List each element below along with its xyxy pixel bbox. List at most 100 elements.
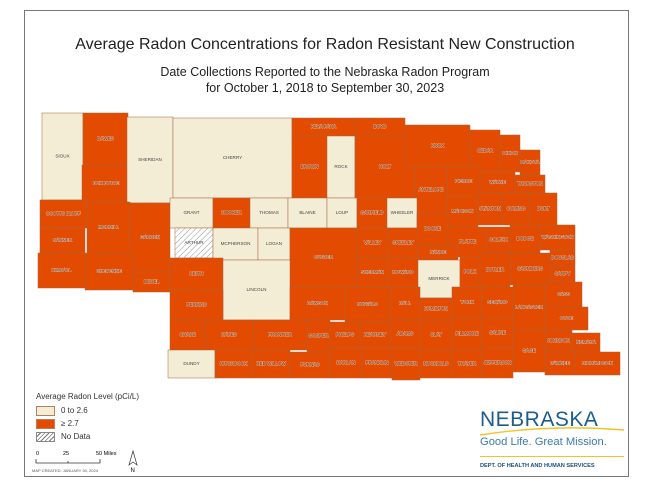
legend-label: 0 to 2.6 [61, 405, 88, 415]
county-madison: MADISON [446, 195, 479, 228]
county-shape [214, 349, 253, 379]
county-label: MORRILL [98, 225, 119, 230]
legend-item-low: 0 to 2.6 [36, 404, 139, 417]
county-shape [169, 197, 214, 229]
county-cuming: CUMING [501, 192, 531, 226]
scale-tick: 50 Miles [96, 451, 117, 457]
county-label: FILLMORE [456, 331, 479, 336]
county-shape [249, 197, 289, 229]
county-shape [446, 195, 479, 228]
county-shape [82, 112, 129, 166]
county-label: WEBSTER [395, 361, 418, 366]
county-label: FRONTIER [268, 332, 292, 337]
county-label: VALLEY [364, 240, 381, 245]
county-sioux: SIOUX [41, 112, 84, 201]
county-label: DEUEL [144, 279, 160, 284]
county-cedar: CEDAR [469, 129, 501, 173]
county-adams: ADAMS [389, 319, 421, 349]
county-stanton: STANTON [477, 192, 503, 226]
scale-tick: 0 [36, 451, 39, 457]
county-label: GARFIELD [361, 210, 385, 215]
county-label: DAWSON [307, 301, 328, 306]
county-shape [451, 286, 483, 319]
county-shape [512, 284, 546, 331]
map-subtitle-1: Date Collections Reported to the Nebrask… [160, 65, 490, 79]
county-label: BROWN [301, 164, 319, 169]
county-seward: SEWARD [481, 286, 514, 319]
county-knox: KNOX [404, 124, 471, 168]
county-label: HITCHCOCK [220, 361, 248, 366]
county-label: KIMBALL [52, 268, 72, 273]
county-label: CASS [557, 292, 570, 297]
county-label: NEMAHA [576, 340, 597, 345]
county-york: YORK [451, 286, 483, 319]
county-label: HOOKER [222, 210, 243, 215]
county-label: ADAMS [397, 331, 413, 336]
map-title: Average Radon Concentrations for Radon R… [75, 36, 575, 53]
county-shape [481, 286, 514, 319]
county-shape [204, 319, 254, 351]
county-shape [481, 317, 514, 349]
county-label: GRANT [183, 210, 199, 215]
county-label: WAYNE [489, 180, 505, 185]
county-johnson: JOHNSON [544, 329, 573, 353]
county-label: RED WILLOW [256, 361, 286, 366]
county-shape [391, 347, 421, 381]
county-shape [252, 319, 308, 351]
county-label: PLATTE [459, 239, 476, 244]
county-shape [251, 349, 291, 379]
county-label: BURT [537, 206, 550, 211]
county-shape [39, 227, 86, 254]
north-arrow-icon: N [128, 449, 138, 474]
county-label: HOLT [379, 164, 391, 169]
county-gosper: GOSPER [306, 319, 331, 353]
county-thayer: THAYER [451, 349, 483, 379]
county-banner: BANNER [39, 227, 86, 254]
county-lancaster: LANCASTER [512, 284, 546, 331]
county-shape [529, 192, 558, 226]
county-kearney: KEARNEY [359, 321, 391, 349]
logo-divider [480, 456, 624, 457]
county-thomas: THOMAS [249, 197, 289, 229]
county-hooker: HOOKER [212, 197, 251, 229]
legend-swatch-nodata [36, 431, 55, 442]
county-saline: SALINE [481, 317, 514, 349]
county-shape [404, 124, 471, 168]
county-shape [167, 349, 216, 379]
county-shape [387, 227, 419, 259]
county-label: FURNAS [301, 362, 320, 367]
county-red-willow: RED WILLOW [251, 349, 291, 379]
legend-swatch-high [36, 418, 55, 429]
county-label: CHASE [180, 332, 196, 337]
county-shape [389, 286, 421, 321]
county-shape [446, 166, 481, 197]
county-label: GAGE [522, 348, 535, 353]
county-shape [212, 197, 251, 229]
county-nemaha: NEMAHA [571, 332, 601, 353]
county-label: CUMING [507, 206, 526, 211]
county-shape [291, 135, 328, 199]
scale-tick: 25 [63, 451, 69, 457]
county-label: COLFAX [489, 237, 507, 242]
county-grant: GRANT [169, 197, 214, 229]
county-label: KEITH [190, 271, 204, 276]
dhhs-logo: NEBRASKA Good Life. Great Mission. DEPT.… [480, 408, 624, 469]
county-dakota: DAKOTA [519, 149, 541, 176]
county-shape [574, 351, 621, 376]
county-shape [386, 197, 418, 229]
county-shape [356, 257, 389, 288]
county-label: THAYER [458, 361, 477, 366]
county-shape [469, 129, 501, 173]
county-sarpy: SARPY [549, 265, 576, 283]
county-label: HOWARD [393, 270, 414, 275]
county-hall: HALL [389, 286, 421, 321]
county-garden: GARDEN [129, 202, 171, 273]
county-label: WHEELER [391, 210, 414, 215]
county-shape [451, 349, 483, 379]
county-frontier: FRONTIER [252, 319, 308, 351]
county-shape [329, 347, 363, 379]
county-label: FRANKLIN [366, 360, 389, 365]
county-label: LINCOLN [247, 287, 267, 292]
county-perkins: PERKINS [169, 289, 224, 321]
county-shape [509, 252, 551, 286]
